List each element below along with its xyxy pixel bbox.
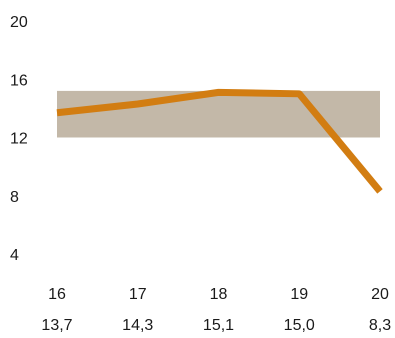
x-axis: 16 17 18 19 20 [48,286,389,303]
y-tick-label: 12 [10,131,28,148]
data-value-label: 8,3 [369,317,391,333]
data-value-label: 13,7 [41,317,72,333]
x-tick-label: 18 [210,286,228,303]
y-tick-label: 8 [10,189,19,206]
data-value-label: 15,1 [203,317,234,333]
x-tick-label: 19 [290,286,308,303]
value-label-row: 13,7 14,3 15,1 15,0 8,3 [41,317,391,333]
x-tick-label: 20 [371,286,389,303]
data-value-label: 14,3 [122,317,153,333]
y-tick-label: 4 [10,247,19,264]
y-tick-label: 20 [10,14,28,31]
y-tick-label: 16 [10,72,28,89]
x-tick-label: 17 [129,286,147,303]
y-axis: 4 8 12 16 20 [10,14,28,264]
x-tick-label: 16 [48,286,66,303]
data-value-label: 15,0 [284,317,315,333]
